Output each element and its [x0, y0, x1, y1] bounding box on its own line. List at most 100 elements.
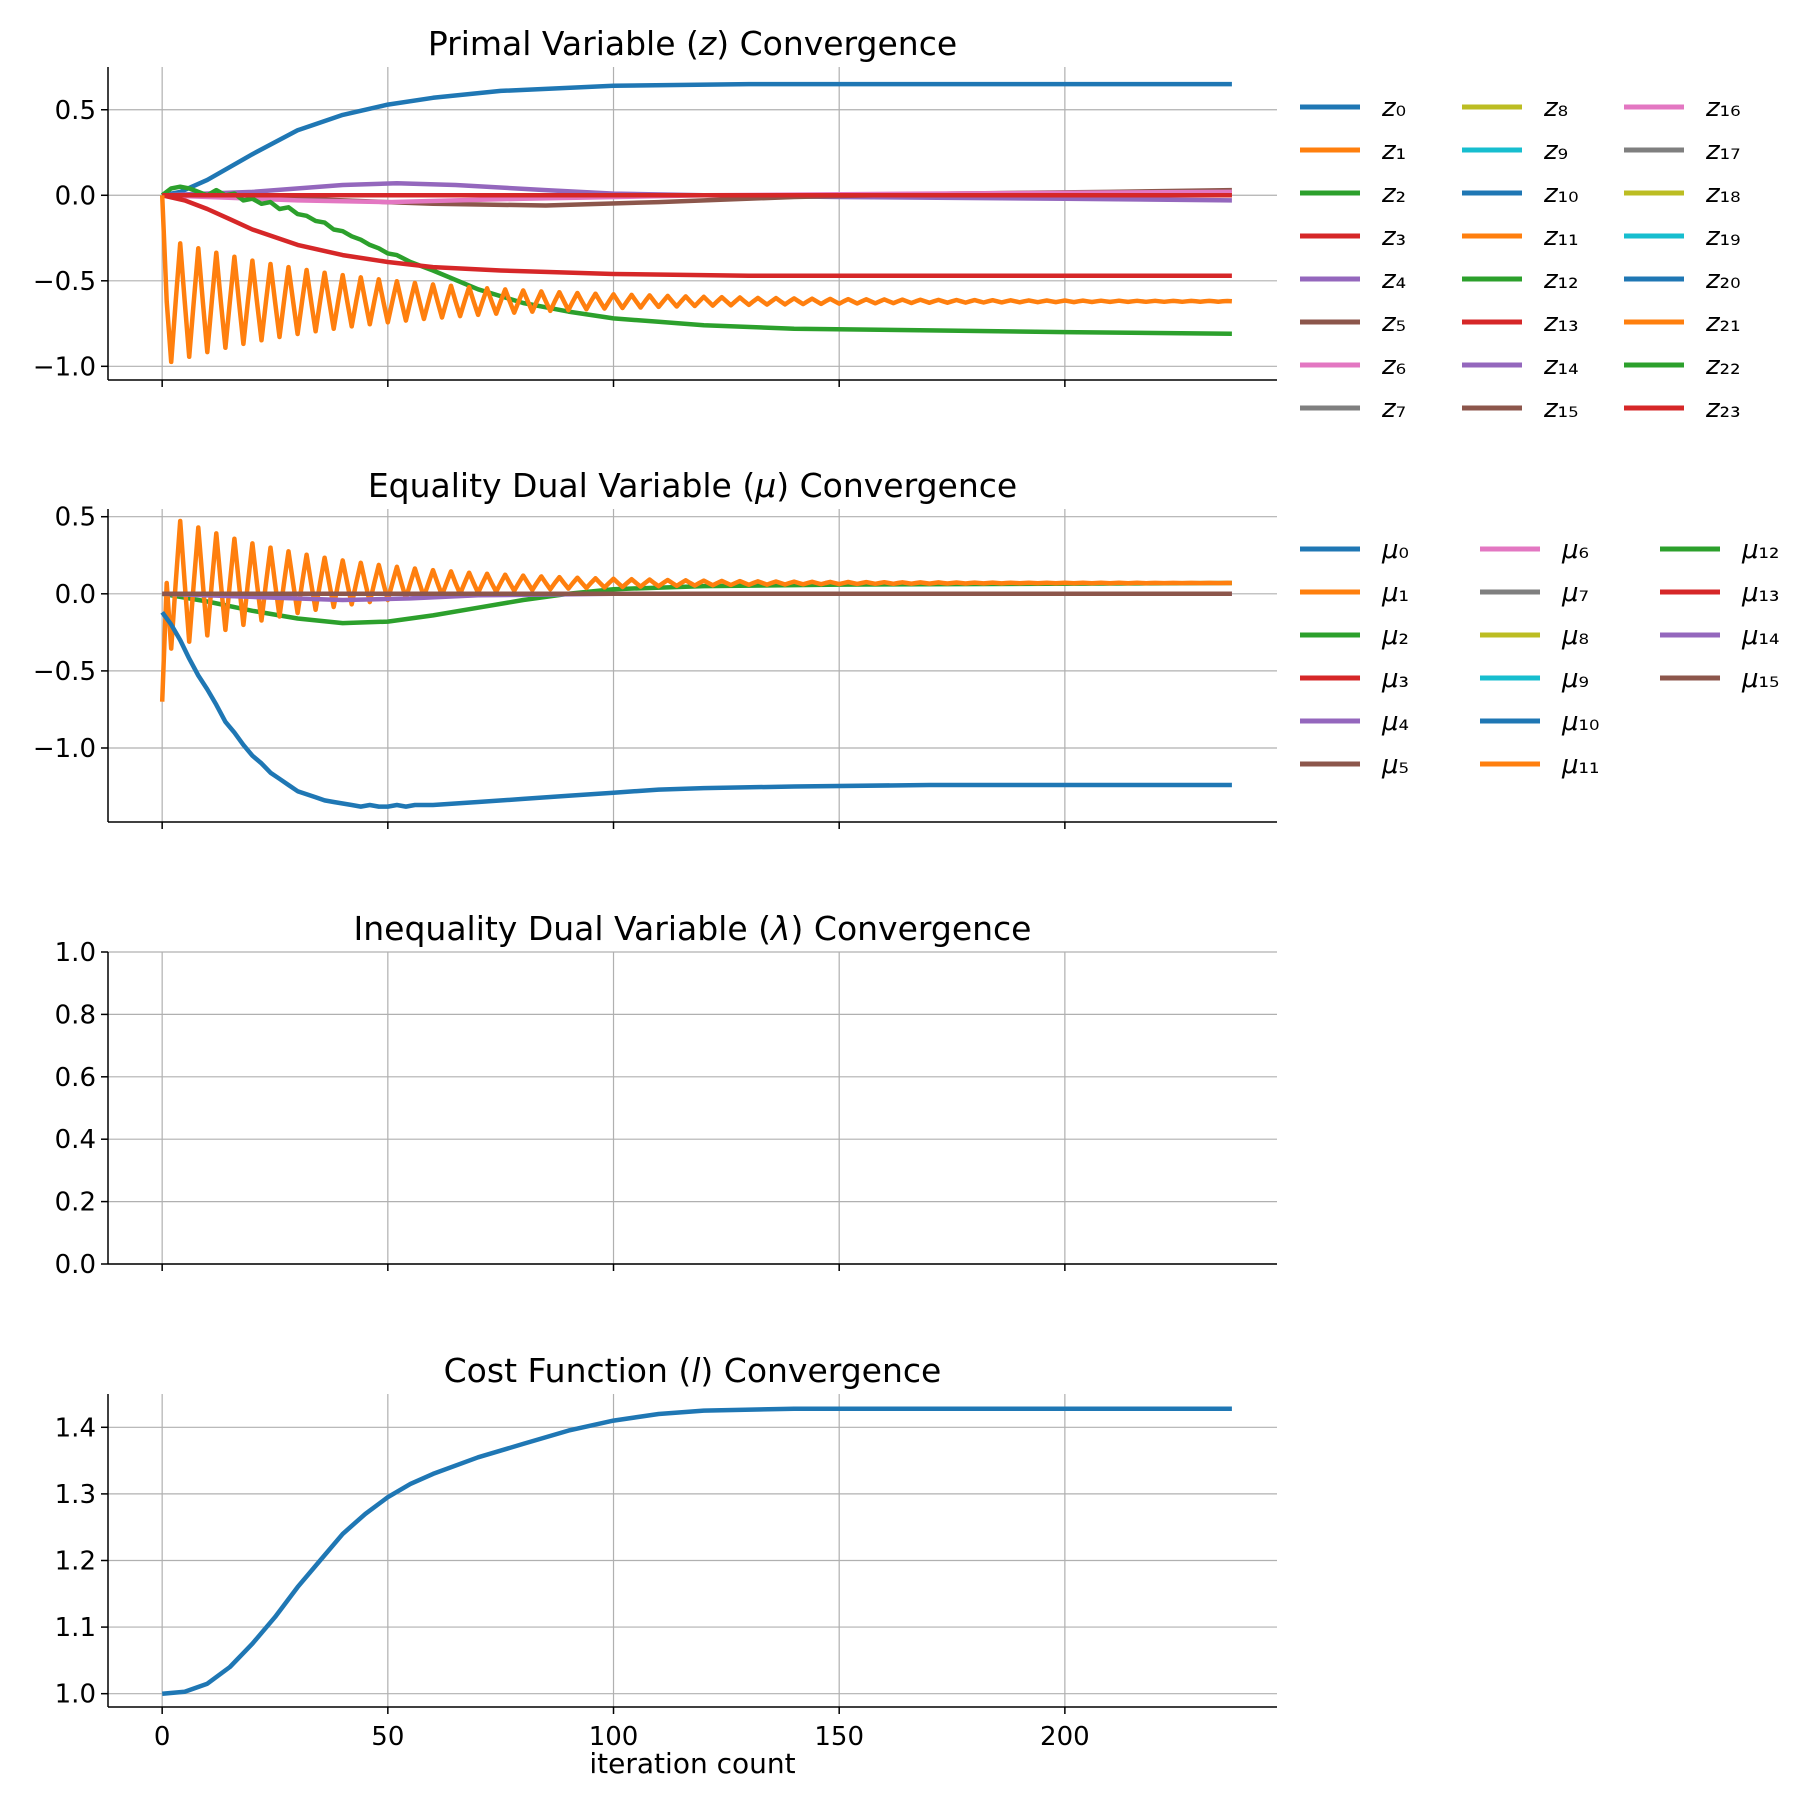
legend-label: z₉	[1543, 136, 1568, 166]
x-tick-label: 0	[154, 1722, 171, 1752]
legend-item: z₂₂	[1624, 351, 1741, 381]
legend-item: z₁₉	[1624, 222, 1741, 252]
legend-label: z₂₃	[1705, 394, 1741, 424]
y-tick-label: 0.8	[55, 1000, 96, 1030]
legend-label: z₁₃	[1543, 308, 1579, 338]
legend-label: μ₁	[1381, 578, 1409, 608]
legend-label: μ₁₄	[1741, 621, 1779, 651]
y-tick-label: 0.5	[55, 503, 96, 533]
legend-label: μ₂	[1381, 621, 1409, 651]
y-tick-label: 1.4	[55, 1413, 96, 1443]
panel-title: Primal Variable (z) Convergence	[428, 24, 957, 63]
legend-item: μ₁₄	[1660, 621, 1779, 651]
legend-label: z₁₄	[1543, 351, 1579, 381]
legend-label: z₆	[1381, 351, 1406, 381]
y-tick-label: 0.4	[55, 1125, 96, 1155]
legend-item: μ₉	[1480, 664, 1589, 694]
legend-label: μ₀	[1381, 535, 1409, 565]
legend-label: μ₁₂	[1741, 535, 1779, 565]
legend-label: z₁₂	[1543, 265, 1579, 295]
series-group	[159, 81, 1233, 365]
legend-label: z₁₁	[1543, 222, 1579, 252]
legend-item: z₇	[1300, 394, 1406, 424]
legend-item: z₅	[1300, 308, 1406, 338]
legend-label: μ₇	[1561, 578, 1589, 608]
panel-2: 0.5 0.0 −0.5 −1.0 Equality Dual Variable (μ)…	[33, 466, 1779, 829]
legend-label: μ₄	[1381, 707, 1409, 737]
panel-title: Inequality Dual Variable (λ) Convergence	[354, 909, 1032, 948]
y-tick-label: 0.5	[55, 96, 96, 126]
series-line-index-0	[160, 610, 1232, 809]
legend-label: z₀	[1381, 93, 1406, 123]
y-tick-label: 0.0	[55, 1250, 96, 1280]
legend-label: μ₈	[1561, 621, 1589, 651]
legend-label: z₁₆	[1705, 93, 1741, 123]
series-line-index-2	[161, 580, 1232, 626]
legend-item: z₂	[1300, 179, 1406, 209]
legend-item: μ₃	[1300, 664, 1409, 694]
y-tick-label: −1.0	[33, 734, 96, 764]
legend-item: z₁₀	[1462, 179, 1579, 209]
legend: μ₀ μ₁ μ₂ μ₃ μ₄ μ₅ μ₆ μ₇ μ₈ μ₉ μ₁₀ μ₁₁ μ₁₂ μ₁₃ μ₁₄ μ₁₅	[1300, 535, 1779, 780]
legend-item: μ₁₂	[1660, 535, 1779, 565]
legend-label: z₈	[1543, 93, 1568, 123]
legend-label: μ₉	[1561, 664, 1589, 694]
y-tick-label: −1.0	[33, 352, 96, 382]
legend-label: z₃	[1381, 222, 1406, 252]
y-tick-label: 0.6	[55, 1063, 96, 1093]
x-tick-label: 50	[371, 1722, 404, 1752]
y-tick-label: 1.3	[55, 1480, 96, 1510]
legend-label: z₁₀	[1543, 179, 1579, 209]
series-line-index-0	[161, 81, 1232, 198]
x-tick-label: 200	[1040, 1722, 1090, 1752]
legend-item: z₁₃	[1462, 308, 1579, 338]
panel-title: Cost Function (l) Convergence	[444, 1351, 942, 1390]
y-tick-label: 0.2	[55, 1188, 96, 1218]
legend-item: μ₀	[1300, 535, 1409, 565]
legend-label: μ₁₀	[1561, 707, 1599, 737]
x-tick-label: 100	[589, 1722, 639, 1752]
legend-item: z₁₆	[1624, 93, 1741, 123]
legend-item: μ₄	[1300, 707, 1409, 737]
y-tick-label: −0.5	[33, 267, 96, 297]
legend-label: μ₁₃	[1741, 578, 1779, 608]
y-tick-label: 1.0	[55, 1680, 96, 1710]
legend: z₀ z₁ z₂ z₃ z₄ z₅ z₆ z₇ z₈ z₉ z₁₀ z₁₁ z₁₂ z₁₃ z₁₄ z₁₅ z₁…	[1300, 93, 1741, 424]
legend-item: z₁₇	[1624, 136, 1741, 166]
legend-label: z₅	[1381, 308, 1406, 338]
y-tick-label: 1.1	[55, 1613, 96, 1643]
series-line-index-1	[159, 195, 1233, 365]
legend-item: z₈	[1462, 93, 1568, 123]
legend-label: μ₆	[1561, 535, 1589, 565]
legend-label: z₁₉	[1705, 222, 1741, 252]
legend-label: z₂₂	[1705, 351, 1741, 381]
legend-item: z₁₈	[1624, 179, 1741, 209]
series-group	[162, 1406, 1232, 1696]
legend-item: μ₁₅	[1660, 664, 1779, 694]
legend-item: μ₅	[1300, 750, 1409, 780]
legend-item: μ₇	[1480, 578, 1589, 608]
legend-item: z₆	[1300, 351, 1406, 381]
x-axis-label: iteration count	[589, 1747, 795, 1780]
panel-title: Equality Dual Variable (μ) Convergence	[368, 466, 1017, 505]
legend-label: z₂	[1381, 179, 1406, 209]
series-line-index-1	[159, 518, 1232, 702]
series-line-index-4	[162, 181, 1232, 203]
legend-item: μ₆	[1480, 535, 1589, 565]
panel-3: 1.0 0.8 0.6 0.4 0.2 0.0 Inequality Dual Variab…	[55, 909, 1277, 1280]
legend-item: z₃	[1300, 222, 1406, 252]
legend-item: z₂₁	[1624, 308, 1741, 338]
series-group	[159, 518, 1232, 809]
legend-item: μ₁	[1300, 578, 1409, 608]
series-line-cost	[162, 1406, 1232, 1696]
legend-label: z₁₅	[1543, 394, 1579, 424]
panel-4: 1.4 1.3 1.2 1.1 1.0 0 50 100 150 200 Cost Function…	[55, 1351, 1277, 1752]
legend-label: z₁₈	[1705, 179, 1741, 209]
legend-label: μ₁₁	[1561, 750, 1599, 780]
y-tick-label: 1.0	[55, 938, 96, 968]
legend-item: μ₁₁	[1480, 750, 1599, 780]
legend-label: μ₅	[1381, 750, 1409, 780]
series-line-index-2	[160, 184, 1232, 337]
legend-label: z₁	[1381, 136, 1406, 166]
